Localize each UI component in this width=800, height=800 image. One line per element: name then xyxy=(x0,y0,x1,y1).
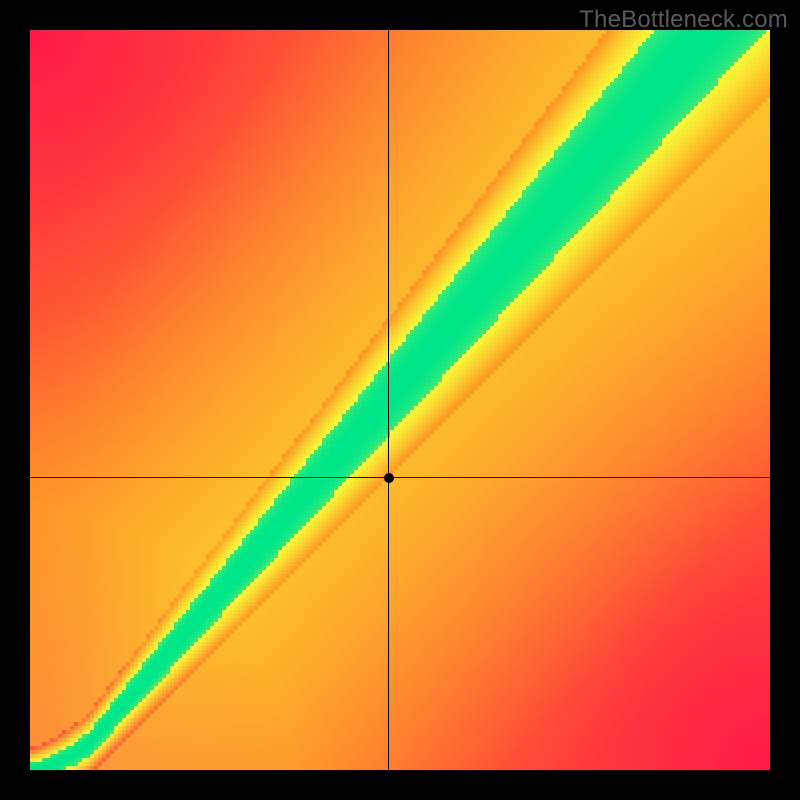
plot-area xyxy=(30,30,770,770)
watermark-text: TheBottleneck.com xyxy=(579,6,788,34)
crosshair-horizontal xyxy=(30,477,770,478)
crosshair-vertical xyxy=(388,30,389,770)
heatmap-canvas xyxy=(30,30,770,770)
chart-container: TheBottleneck.com xyxy=(0,0,800,800)
crosshair-marker xyxy=(384,473,394,483)
